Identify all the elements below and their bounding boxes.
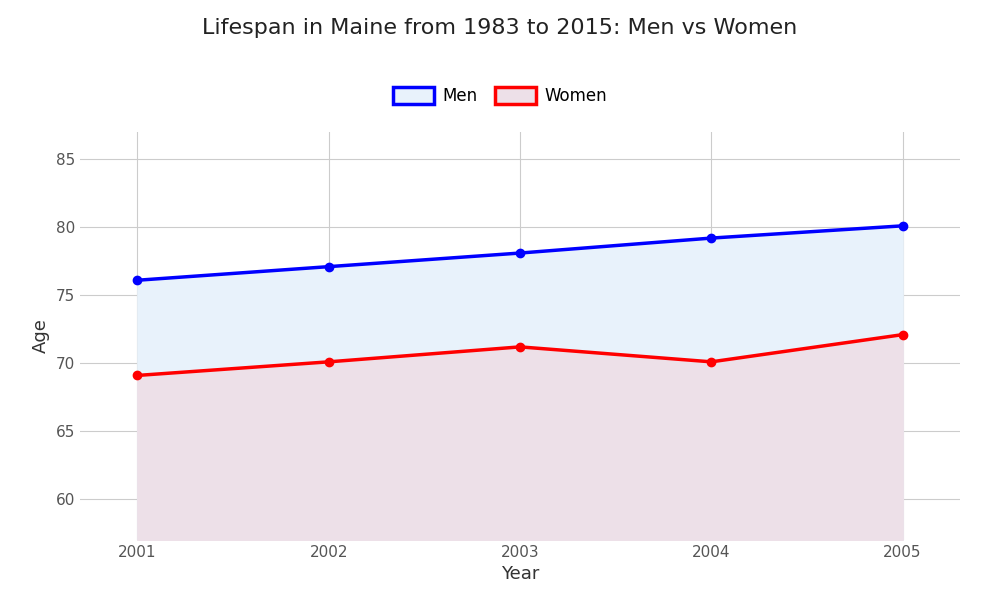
X-axis label: Year: Year [501,565,539,583]
Legend: Men, Women: Men, Women [386,80,614,112]
Text: Lifespan in Maine from 1983 to 2015: Men vs Women: Lifespan in Maine from 1983 to 2015: Men… [202,18,798,38]
Y-axis label: Age: Age [32,319,50,353]
